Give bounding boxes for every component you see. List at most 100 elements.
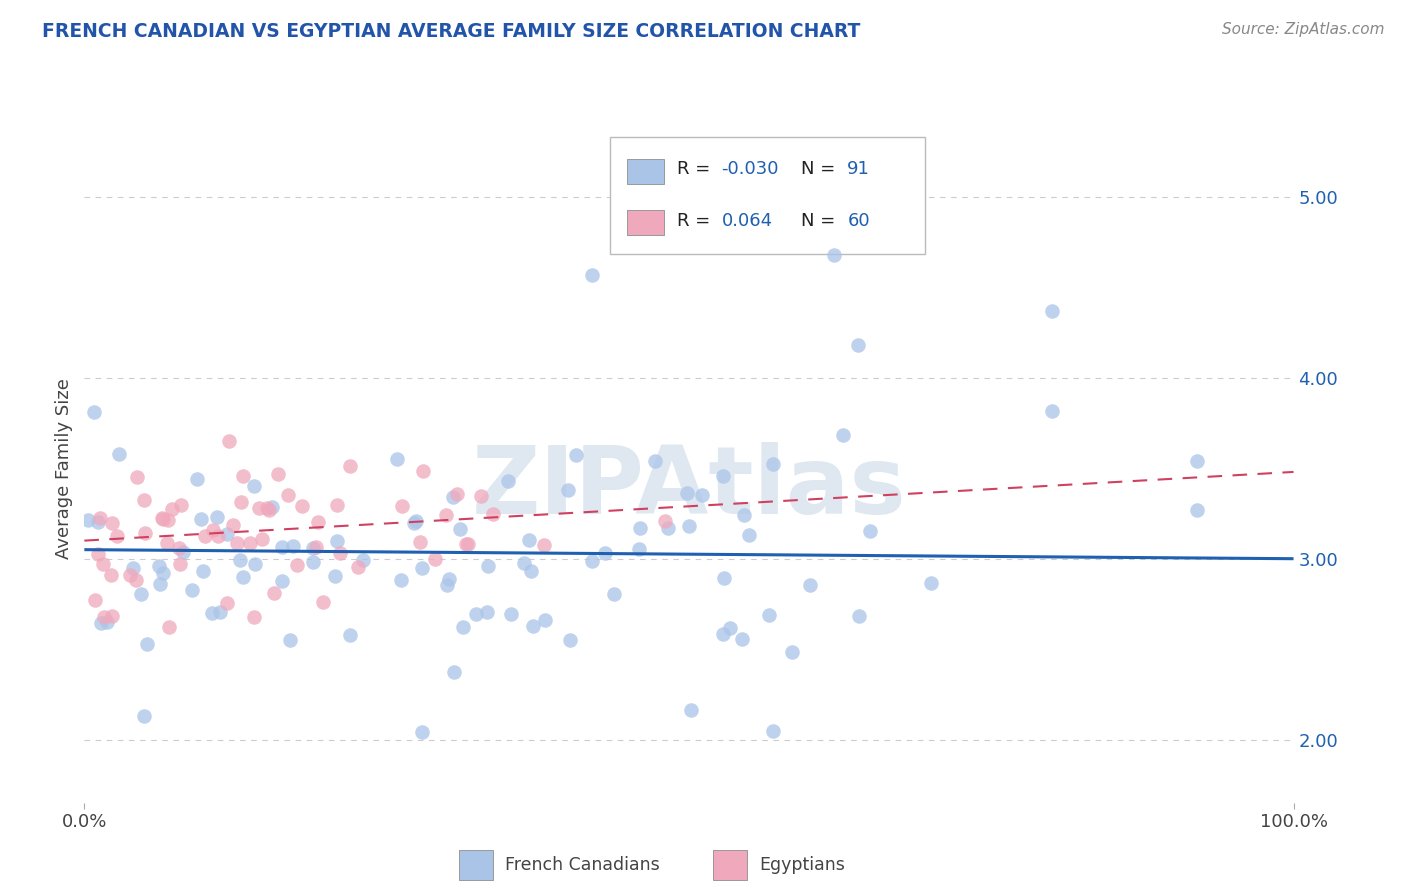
FancyBboxPatch shape bbox=[627, 211, 664, 235]
Point bbox=[190, 511, 212, 525]
Point bbox=[405, 514, 427, 528]
Point bbox=[208, 606, 231, 620]
Point bbox=[713, 626, 735, 640]
Point bbox=[87, 516, 110, 530]
Point bbox=[150, 511, 173, 525]
Point bbox=[280, 633, 302, 648]
Point bbox=[391, 500, 413, 514]
Point bbox=[711, 469, 734, 483]
Point bbox=[534, 613, 557, 627]
Point bbox=[436, 578, 458, 592]
Point bbox=[96, 615, 118, 629]
Point bbox=[581, 554, 603, 568]
Point bbox=[239, 536, 262, 550]
Point bbox=[134, 525, 156, 540]
Point bbox=[277, 488, 299, 502]
Point bbox=[603, 586, 626, 600]
Point bbox=[156, 513, 179, 527]
Point bbox=[229, 553, 252, 567]
Point bbox=[121, 561, 143, 575]
Point bbox=[100, 568, 122, 582]
Point bbox=[250, 533, 273, 547]
Point bbox=[681, 703, 703, 717]
Point bbox=[352, 552, 374, 566]
FancyBboxPatch shape bbox=[610, 137, 925, 254]
Point bbox=[170, 498, 193, 512]
Point bbox=[520, 565, 543, 579]
Point bbox=[323, 568, 346, 582]
Point bbox=[229, 495, 252, 509]
Point bbox=[243, 557, 266, 571]
Point bbox=[157, 620, 180, 634]
Point bbox=[385, 452, 408, 467]
Text: R =: R = bbox=[676, 211, 716, 230]
Point bbox=[326, 533, 349, 548]
Point bbox=[464, 607, 486, 621]
Text: 0.064: 0.064 bbox=[721, 211, 773, 230]
Text: R =: R = bbox=[676, 161, 716, 178]
Point bbox=[152, 566, 174, 580]
Point bbox=[593, 547, 616, 561]
Point bbox=[522, 619, 544, 633]
Point bbox=[247, 500, 270, 515]
Point bbox=[193, 564, 215, 578]
Point bbox=[271, 540, 294, 554]
Point bbox=[762, 723, 785, 738]
Point bbox=[449, 522, 471, 536]
Text: French Canadians: French Canadians bbox=[505, 855, 659, 873]
Point bbox=[762, 457, 785, 471]
Point bbox=[411, 561, 433, 575]
Point bbox=[259, 503, 281, 517]
Point bbox=[307, 515, 329, 529]
Point bbox=[329, 546, 352, 560]
Point bbox=[186, 472, 208, 486]
Point bbox=[242, 609, 264, 624]
Point bbox=[437, 572, 460, 586]
Point bbox=[409, 535, 432, 549]
Point bbox=[149, 577, 172, 591]
Point bbox=[305, 540, 328, 554]
Point bbox=[451, 620, 474, 634]
Point bbox=[225, 535, 247, 549]
Point bbox=[713, 571, 735, 585]
Point bbox=[271, 574, 294, 589]
Point bbox=[533, 538, 555, 552]
Point bbox=[832, 428, 855, 442]
Point bbox=[285, 558, 308, 572]
Point bbox=[100, 609, 122, 624]
Point bbox=[454, 537, 477, 551]
Point bbox=[181, 583, 204, 598]
Point bbox=[558, 632, 581, 647]
Point bbox=[156, 536, 179, 550]
Point bbox=[731, 632, 754, 646]
Point bbox=[105, 528, 128, 542]
Point bbox=[690, 488, 713, 502]
Point bbox=[125, 573, 148, 587]
Point bbox=[482, 507, 505, 521]
Point bbox=[201, 607, 224, 621]
Point bbox=[411, 724, 433, 739]
Point bbox=[256, 500, 278, 515]
Point bbox=[501, 607, 523, 622]
Point bbox=[167, 541, 190, 555]
Point bbox=[581, 268, 603, 282]
Point bbox=[302, 541, 325, 556]
Point bbox=[434, 508, 457, 522]
Point bbox=[83, 404, 105, 418]
Point bbox=[135, 637, 157, 651]
Point bbox=[496, 474, 519, 488]
Point bbox=[215, 527, 238, 541]
Point bbox=[457, 537, 479, 551]
Point bbox=[132, 709, 155, 723]
Point bbox=[676, 486, 699, 500]
Point bbox=[291, 499, 314, 513]
Point bbox=[346, 560, 368, 574]
Point bbox=[107, 447, 129, 461]
Point bbox=[339, 628, 361, 642]
Point bbox=[232, 570, 254, 584]
Point bbox=[389, 573, 412, 587]
Point bbox=[718, 622, 741, 636]
Point bbox=[733, 508, 755, 523]
Point bbox=[628, 521, 651, 535]
Point bbox=[654, 514, 676, 528]
